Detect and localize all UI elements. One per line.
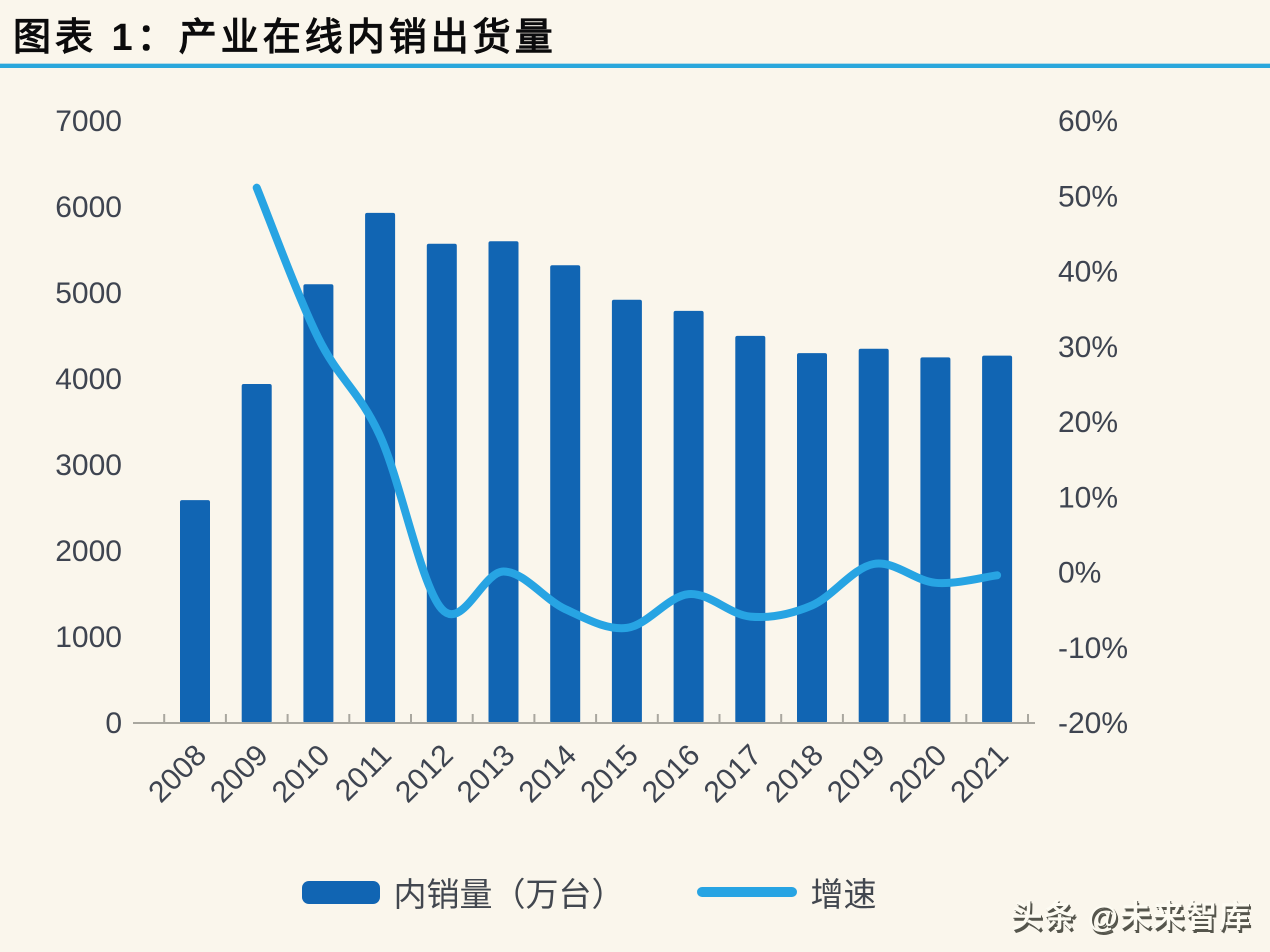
x-axis-label-2016: 2016 bbox=[636, 739, 707, 810]
legend-item-bar: 内销量（万台） bbox=[301, 868, 625, 916]
right-axis-tick-label: -20% bbox=[1058, 707, 1128, 740]
bar-2013 bbox=[488, 241, 519, 724]
right-axis-tick-label: 50% bbox=[1058, 180, 1118, 213]
line-series-swatch-icon bbox=[696, 887, 797, 897]
bar-2019 bbox=[858, 348, 889, 723]
right-axis-tick-label: 20% bbox=[1058, 406, 1118, 439]
right-axis-labels: 60% 50% 40% 30% 20% 10% 0% -10% -20% bbox=[1058, 105, 1128, 740]
x-axis-label-2015: 2015 bbox=[574, 739, 645, 810]
x-axis-label-2010: 2010 bbox=[266, 739, 337, 810]
x-axis-label-2011: 2011 bbox=[329, 739, 398, 808]
bar-2017 bbox=[735, 335, 766, 723]
x-axis-label-2018: 2018 bbox=[759, 739, 830, 810]
bar-2015 bbox=[611, 299, 642, 723]
x-axis-label-2009: 2009 bbox=[204, 739, 275, 810]
bar-series-label: 内销量（万台） bbox=[393, 876, 625, 913]
left-axis-tick-label: 0 bbox=[105, 707, 122, 740]
x-axis-label-2017: 2017 bbox=[698, 739, 769, 810]
x-axis-label-2013: 2013 bbox=[451, 739, 522, 810]
right-axis-tick-label: 30% bbox=[1058, 331, 1118, 364]
bar-2010 bbox=[303, 284, 334, 723]
growth-line bbox=[252, 183, 1002, 633]
bar-2008 bbox=[180, 500, 210, 723]
x-axis-label-2019: 2019 bbox=[821, 739, 892, 810]
left-axis-tick-label: 5000 bbox=[55, 277, 122, 310]
legend-item-line: 增速 bbox=[696, 868, 877, 916]
x-axis-label-2021: 2021 bbox=[945, 739, 1016, 810]
bar-2012 bbox=[426, 243, 457, 724]
left-axis-tick-label: 6000 bbox=[55, 191, 122, 224]
bar-2014 bbox=[550, 265, 581, 723]
left-axis-tick-label: 7000 bbox=[55, 105, 122, 138]
bar-2011 bbox=[365, 212, 396, 723]
bar-2020 bbox=[920, 357, 951, 723]
line-series-label: 增速 bbox=[810, 876, 877, 913]
title-rule bbox=[0, 64, 1270, 68]
left-axis-tick-label: 2000 bbox=[55, 535, 122, 568]
bar-2021 bbox=[982, 355, 1013, 723]
bar-series-swatch-icon bbox=[301, 880, 380, 904]
x-axis-label-2020: 2020 bbox=[883, 739, 954, 810]
bars-group bbox=[180, 212, 1013, 724]
right-axis-tick-label: 10% bbox=[1058, 481, 1118, 514]
bar-2016 bbox=[673, 310, 704, 723]
watermark: 头条 @未来智库 bbox=[1011, 899, 1252, 934]
left-axis-labels: 7000 6000 5000 4000 3000 2000 1000 0 bbox=[55, 105, 122, 740]
x-axis-label-2008: 2008 bbox=[142, 739, 213, 810]
bar-2018 bbox=[797, 353, 827, 723]
left-axis-tick-label: 1000 bbox=[55, 621, 122, 654]
right-axis-tick-label: 0% bbox=[1058, 557, 1101, 590]
x-axis-labels: 2008200920102011201220132014201520162017… bbox=[142, 739, 1015, 810]
right-axis-tick-label: 60% bbox=[1058, 105, 1118, 138]
x-axis-label-2014: 2014 bbox=[513, 739, 584, 810]
right-axis-tick-label: -10% bbox=[1058, 632, 1128, 665]
bar-2009 bbox=[241, 384, 272, 723]
chart-title: 图表 1：产业在线内销出货量 bbox=[13, 17, 557, 59]
left-axis-tick-label: 3000 bbox=[55, 449, 122, 482]
right-axis-tick-label: 40% bbox=[1058, 256, 1118, 289]
x-axis-label-2012: 2012 bbox=[389, 739, 460, 810]
left-axis-tick-label: 4000 bbox=[55, 363, 122, 396]
x-axis bbox=[133, 714, 1035, 724]
chart-legend: 内销量（万台） 增速 bbox=[0, 868, 1270, 916]
